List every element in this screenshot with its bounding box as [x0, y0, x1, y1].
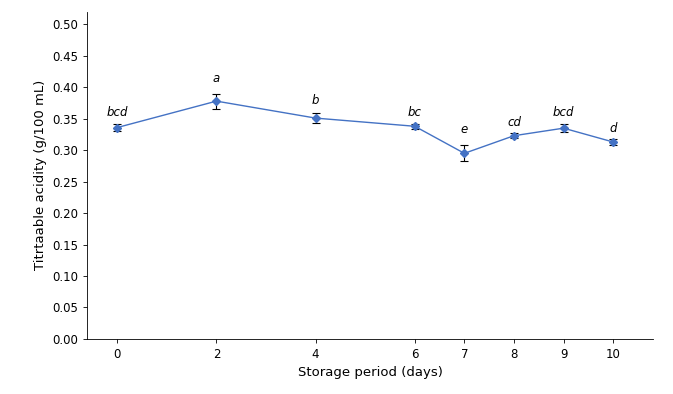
Text: bc: bc: [408, 106, 422, 119]
Text: bcd: bcd: [106, 106, 128, 119]
Text: a: a: [213, 72, 220, 85]
X-axis label: Storage period (days): Storage period (days): [297, 366, 443, 379]
Text: cd: cd: [507, 116, 521, 129]
Text: e: e: [461, 123, 468, 136]
Text: bcd: bcd: [553, 106, 574, 119]
Y-axis label: Titrtaable acidity (g/100 mL): Titrtaable acidity (g/100 mL): [34, 80, 47, 270]
Text: d: d: [609, 122, 617, 135]
Text: b: b: [312, 94, 320, 107]
